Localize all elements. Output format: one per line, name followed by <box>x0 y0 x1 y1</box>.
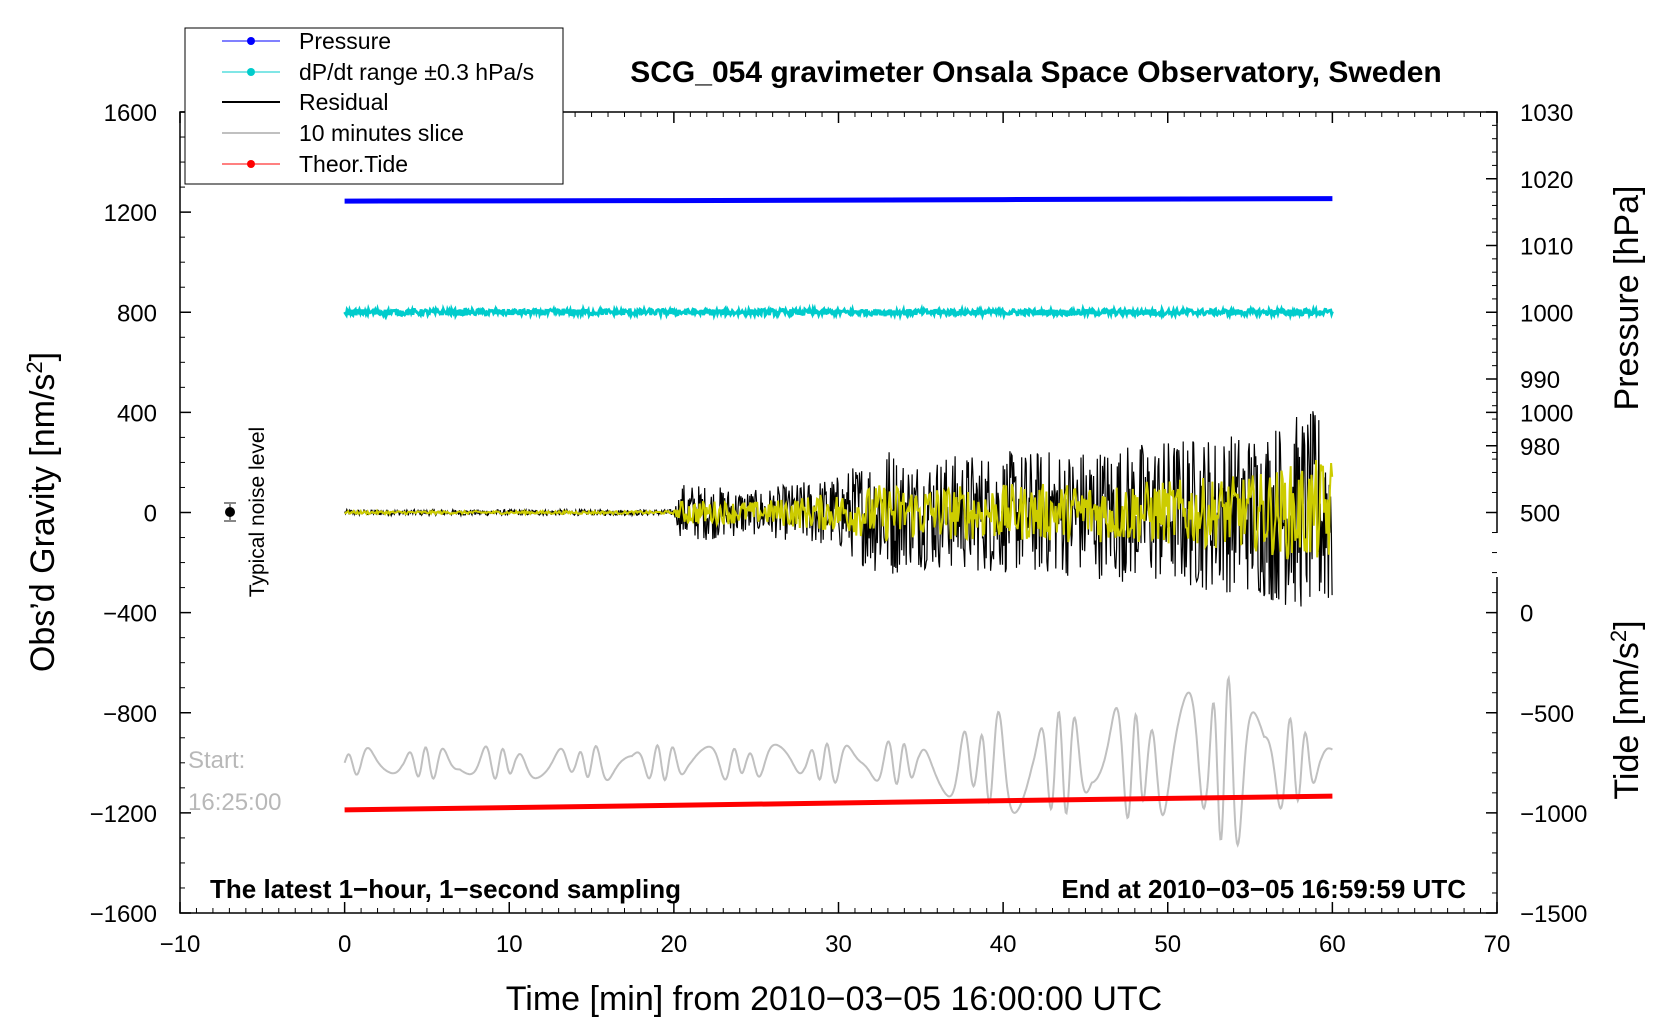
pressure-tick-label: 1020 <box>1520 167 1573 194</box>
tide-tick-label: 1000 <box>1520 400 1573 427</box>
start-time: 16:25:00 <box>188 789 281 816</box>
tide-tick-label: −1500 <box>1520 901 1587 928</box>
noise-dot <box>225 507 235 517</box>
noise-level-marker <box>224 502 236 522</box>
x-tick-label: 60 <box>1319 931 1346 958</box>
series-dpdt <box>343 303 1334 322</box>
legend-label-pressure: Pressure <box>299 28 391 54</box>
series-layer <box>343 196 1334 848</box>
series-residual-filtered <box>344 459 1334 560</box>
y-axis-tide-title-close: ] <box>1608 620 1646 629</box>
y-axis-pressure-title: Pressure [hPa] <box>1608 186 1646 411</box>
y-tick-label: 800 <box>117 300 157 327</box>
tide-tick-label: 500 <box>1520 501 1560 528</box>
y-axis-tide-title-sup: 2 <box>1606 630 1631 642</box>
y-tick-label: −800 <box>103 701 157 728</box>
x-tick-label: 40 <box>990 931 1017 958</box>
chart-title: SCG_054 gravimeter Onsala Space Observat… <box>630 56 1442 89</box>
sampling-note: The latest 1−hour, 1−second sampling <box>210 874 681 904</box>
x-tick-label: 30 <box>825 931 852 958</box>
y-axis-left-title-main: Obs’d Gravity [nm/s <box>24 374 62 673</box>
legend-label-dpdt: dP/dt range ±0.3 hPa/s <box>299 59 534 85</box>
y-tick-label: −400 <box>103 601 157 628</box>
pressure-tick-label: 980 <box>1520 434 1560 461</box>
y-axis-left-title: Obs’d Gravity [nm/s2] <box>22 352 62 672</box>
x-tick-label: 0 <box>338 931 351 958</box>
pressure-tick-label: 1010 <box>1520 234 1573 261</box>
y-axis-tide-title: Tide [nm/s2] <box>1606 620 1646 799</box>
y-axis-left-ticks: 1600 1200 800 400 0 −400 −800 −1200 −1600 <box>90 100 191 928</box>
y-tick-label: 400 <box>117 400 157 427</box>
y-tick-label: 1600 <box>104 100 157 127</box>
legend-item-tide: Theor.Tide <box>222 151 408 177</box>
x-tick-label: −10 <box>160 931 201 958</box>
series-tide <box>344 793 1333 813</box>
y-axis-left-title-sup: 2 <box>22 361 47 373</box>
series-pressure <box>344 196 1333 204</box>
y-axis-pressure-ticks: 1030 1020 1010 1000 990 980 <box>1486 100 1573 461</box>
legend-label-slice: 10 minutes slice <box>299 120 464 146</box>
legend-label-residual: Residual <box>299 89 389 115</box>
y-tick-label: 1200 <box>104 200 157 227</box>
x-tick-label: 70 <box>1484 931 1511 958</box>
legend-item-slice: 10 minutes slice <box>222 120 464 146</box>
x-tick-label: 50 <box>1154 931 1181 958</box>
tide-tick-label: 0 <box>1520 601 1533 628</box>
legend-item-dpdt: dP/dt range ±0.3 hPa/s <box>222 59 534 85</box>
pressure-tick-label: 1030 <box>1520 100 1573 127</box>
legend-item-pressure: Pressure <box>222 28 391 54</box>
legend-item-residual: Residual <box>222 89 389 115</box>
pressure-tick-label: 1000 <box>1520 300 1573 327</box>
y-axis-tide-title-main: Tide [nm/s <box>1608 642 1646 799</box>
x-tick-label: 20 <box>661 931 688 958</box>
pressure-tick-label: 990 <box>1520 367 1560 394</box>
y-tick-label: 0 <box>144 501 157 528</box>
legend-marker-pressure <box>247 37 255 45</box>
y-tick-label: −1600 <box>90 901 157 928</box>
legend-marker-tide <box>247 160 255 168</box>
x-axis-ticks: −10 0 10 20 30 40 50 60 70 <box>160 112 1511 958</box>
x-axis-title: Time [min] from 2010−03−05 16:00:00 UTC <box>506 980 1162 1018</box>
tide-tick-label: −1000 <box>1520 801 1587 828</box>
y-axis-left-title-close: ] <box>24 352 62 361</box>
series-slice <box>343 674 1333 848</box>
legend-label-tide: Theor.Tide <box>299 151 408 177</box>
noise-level-label: Typical noise level <box>246 427 269 597</box>
legend: Pressure dP/dt range ±0.3 hPa/s Residual… <box>184 27 564 185</box>
start-label: Start: <box>188 747 245 774</box>
y-tick-label: −1200 <box>90 801 157 828</box>
x-tick-label: 10 <box>496 931 523 958</box>
legend-box <box>184 27 564 185</box>
y-axis-tide-ticks: 1000 500 0 −500 −1000 −1500 <box>1486 400 1587 928</box>
tide-tick-label: −500 <box>1520 701 1574 728</box>
legend-marker-dpdt <box>247 68 255 76</box>
end-time-note: End at 2010−03−05 16:59:59 UTC <box>1061 874 1466 904</box>
